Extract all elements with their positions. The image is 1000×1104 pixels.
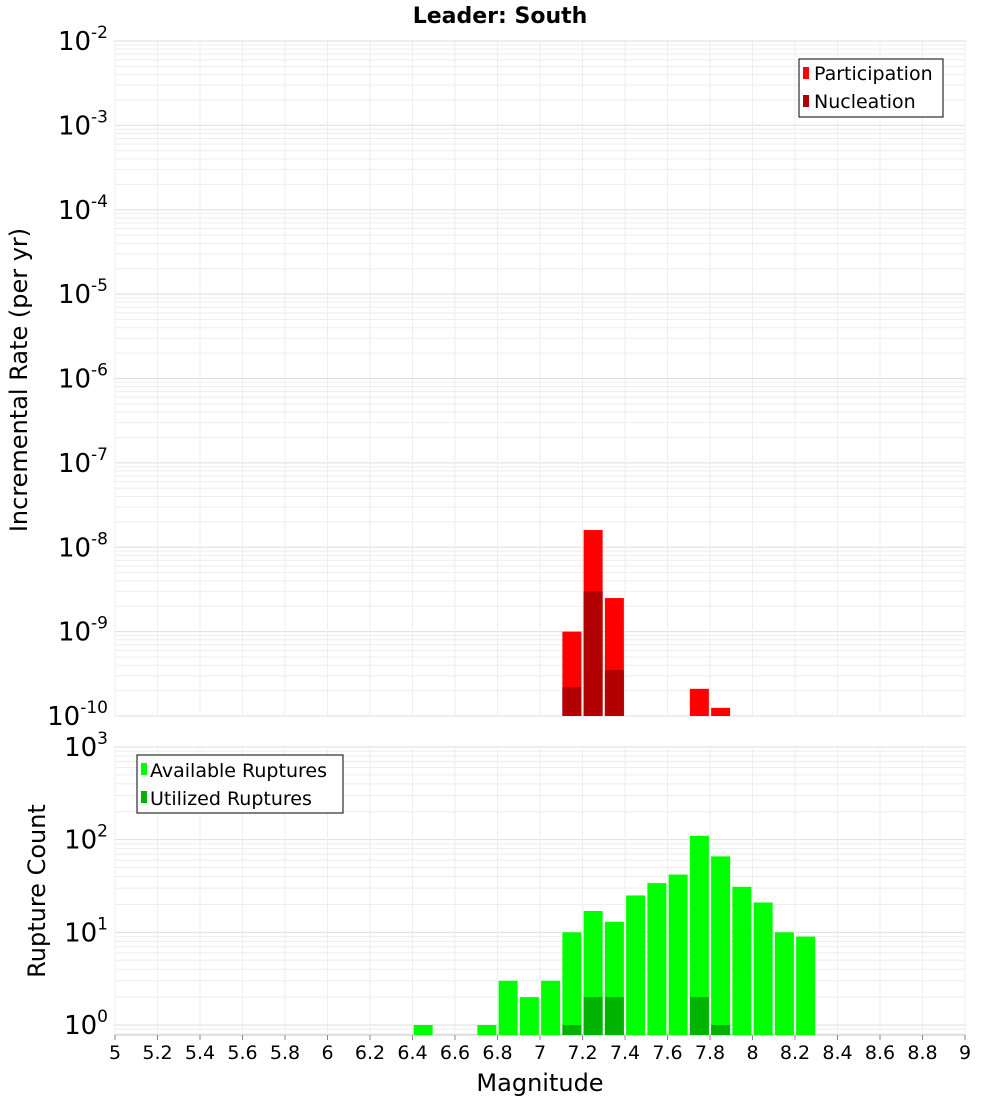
rate-y-tick-label: 10-8 bbox=[58, 529, 108, 563]
magnitude-x-tick-label: 5.8 bbox=[270, 1042, 300, 1064]
rate-gridlines bbox=[114, 40, 966, 717]
available-ruptures-bar bbox=[647, 883, 667, 1035]
utilized-ruptures-bar bbox=[583, 997, 603, 1035]
rate-legend: Participation Nucleation bbox=[798, 58, 944, 118]
rate-y-tick-label: 10-6 bbox=[58, 361, 108, 395]
nucleation-legend-swatch bbox=[803, 95, 809, 107]
count-panel: 103 102 101 100 5 5.2 5.4 5.6 5.8 6 6.2 6.4 6.6 6.8 7… bbox=[23, 729, 971, 1097]
available-legend-swatch bbox=[141, 763, 147, 775]
rate-y-tick-label: 10-9 bbox=[58, 614, 108, 648]
rate-y-tick-label: 10-5 bbox=[58, 276, 108, 310]
available-ruptures-bar bbox=[413, 1025, 433, 1035]
available-ruptures-bar bbox=[753, 902, 773, 1035]
available-ruptures-bar bbox=[519, 997, 539, 1035]
magnitude-x-tick-label: 7.2 bbox=[567, 1042, 597, 1064]
utilized-legend-swatch bbox=[141, 791, 147, 803]
utilized-ruptures-bar bbox=[562, 1025, 582, 1035]
nucleation-bar bbox=[604, 670, 624, 716]
count-y-tick-label: 101 bbox=[64, 914, 108, 948]
magnitude-x-tick-label: 5.4 bbox=[185, 1042, 215, 1064]
count-legend: Available Ruptures Utilized Ruptures bbox=[136, 754, 344, 814]
available-ruptures-bar bbox=[477, 1025, 497, 1035]
available-ruptures-bar bbox=[541, 980, 561, 1035]
rate-y-tick-label: 10-3 bbox=[58, 107, 108, 141]
magnitude-x-tick-label: 6.4 bbox=[397, 1042, 427, 1064]
rate-bars bbox=[562, 530, 731, 716]
magnitude-x-tick-label: 7 bbox=[534, 1042, 546, 1064]
magnitude-x-tick-label: 9 bbox=[959, 1042, 971, 1064]
nucleation-legend-label: Nucleation bbox=[814, 91, 916, 113]
available-ruptures-bar bbox=[689, 835, 709, 1035]
available-ruptures-bar bbox=[774, 932, 794, 1035]
available-ruptures-bar bbox=[626, 895, 646, 1035]
count-y-tick-label: 100 bbox=[64, 1007, 108, 1041]
magnitude-x-tick-label: 5.2 bbox=[142, 1042, 172, 1064]
rate-y-ticks: 10-2 10-3 10-4 10-5 10-6 10-7 10-8 10-9 10-10 bbox=[47, 23, 108, 732]
magnitude-x-axis-label: Magnitude bbox=[476, 1069, 603, 1097]
count-y-ticks: 103 102 101 100 bbox=[64, 729, 108, 1041]
rate-y-tick-label: 10-10 bbox=[47, 698, 108, 732]
participation-legend-swatch bbox=[803, 67, 809, 79]
available-ruptures-bar bbox=[562, 932, 582, 1035]
count-bars bbox=[413, 835, 816, 1035]
participation-bar bbox=[711, 707, 731, 716]
utilized-ruptures-bar bbox=[689, 997, 709, 1035]
participation-bar bbox=[689, 688, 709, 716]
count-y-axis-label: Rupture Count bbox=[23, 804, 51, 978]
magnitude-x-tick-label: 7.4 bbox=[610, 1042, 640, 1064]
available-ruptures-bar bbox=[668, 874, 688, 1035]
magnitude-x-tick-label: 8.4 bbox=[822, 1042, 852, 1064]
utilized-ruptures-bar bbox=[604, 997, 624, 1035]
count-legend-box bbox=[136, 754, 344, 814]
magnitude-x-tick-label: 8.6 bbox=[865, 1042, 895, 1064]
available-ruptures-bar bbox=[498, 980, 518, 1035]
available-ruptures-bar bbox=[796, 936, 816, 1035]
participation-legend-label: Participation bbox=[814, 63, 933, 85]
rate-y-tick-label: 10-2 bbox=[58, 23, 108, 57]
utilized-legend-label: Utilized Ruptures bbox=[150, 788, 312, 810]
nucleation-bar bbox=[562, 687, 582, 716]
chart-title: Leader: South bbox=[413, 4, 588, 29]
magnitude-x-tick-label: 6.8 bbox=[482, 1042, 512, 1064]
available-legend-label: Available Ruptures bbox=[150, 760, 327, 782]
magnitude-x-tick-label: 5 bbox=[109, 1042, 121, 1064]
rate-panel: 10-2 10-3 10-4 10-5 10-6 10-7 10-8 10-9 10-10 In… bbox=[5, 23, 966, 732]
magnitude-x-tick-label: 6.6 bbox=[440, 1042, 470, 1064]
count-y-tick-label: 103 bbox=[64, 729, 108, 763]
magnitude-x-ticks: 5 5.2 5.4 5.6 5.8 6 6.2 6.4 6.6 6.8 7 7.2 7.4 7.6 7.8 8… bbox=[109, 1035, 971, 1064]
nucleation-bar bbox=[583, 591, 603, 716]
magnitude-x-tick-label: 8.2 bbox=[780, 1042, 810, 1064]
available-ruptures-bar bbox=[711, 856, 731, 1035]
rate-legend-box bbox=[798, 58, 944, 118]
magnitude-x-tick-label: 6.2 bbox=[355, 1042, 385, 1064]
magnitude-x-tick-label: 6 bbox=[321, 1042, 333, 1064]
available-ruptures-bar bbox=[732, 886, 752, 1035]
magnitude-x-tick-label: 8 bbox=[746, 1042, 758, 1064]
magnitude-x-tick-label: 8.8 bbox=[907, 1042, 937, 1064]
magnitude-x-tick-label: 7.6 bbox=[652, 1042, 682, 1064]
rate-y-axis-label: Incremental Rate (per yr) bbox=[5, 228, 33, 532]
rate-y-tick-label: 10-7 bbox=[58, 445, 108, 479]
magnitude-x-tick-label: 7.8 bbox=[695, 1042, 725, 1064]
count-y-tick-label: 102 bbox=[64, 822, 108, 856]
magnitude-x-tick-label: 5.6 bbox=[227, 1042, 257, 1064]
rate-y-tick-label: 10-4 bbox=[58, 192, 108, 226]
utilized-ruptures-bar bbox=[711, 1025, 731, 1035]
